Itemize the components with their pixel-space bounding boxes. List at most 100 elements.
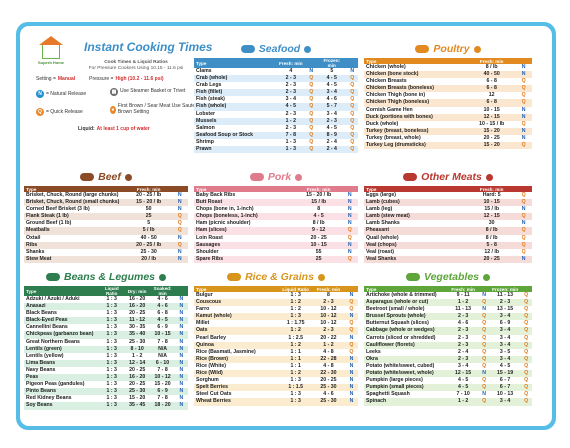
cook-value: 1 : 3: [290, 292, 301, 298]
item-name: Fish (whole): [196, 103, 227, 110]
table-row: Duck (portions with bones) 12 - 15 N: [364, 113, 532, 121]
seafood-table: Type Fresh: min Frozen: min Clams 4 N 5 N Crab (…: [194, 58, 358, 154]
item-name: Salmon: [196, 124, 215, 131]
cook-value: 9 - 12: [312, 227, 326, 234]
cook-value: 1 : 1: [290, 348, 301, 355]
table-row: Chicken Breasts 6 - 8 Q: [364, 78, 532, 85]
cook-value: 1 - 2: [323, 341, 334, 348]
beans-panel: Beans & Legumes Type Liquid Ratio Dry: min S…: [24, 268, 188, 410]
item-name: Chickpeas (garbanzo bean): [26, 331, 94, 338]
table-row: Meatballs 5 / lb Q: [24, 227, 188, 235]
item-name: Carrots (sliced or shredded): [366, 334, 436, 341]
cook-value: 8 - 10: [130, 345, 144, 352]
natural-release-marker: N: [179, 366, 184, 373]
item-name: Butt Roast: [196, 199, 223, 206]
table-row: Eggs (large) Hard: 5 Q: [364, 192, 532, 199]
pork-panel: Pork Type Fresh: min Baby Back Ribs 15 - 20 …: [194, 168, 358, 263]
item-name: Seafood Soup or Stock: [196, 131, 254, 138]
table-row: Cannellini Beans 1 : 3 30 - 35 6 - 9 N: [24, 324, 188, 331]
natural-release-marker: N: [521, 106, 526, 113]
othermeats-title: Other Meats: [364, 168, 532, 186]
column-header: Type: [366, 286, 377, 292]
cook-value: 4 - 5: [457, 384, 469, 391]
table-row: Duck (whole) 10 - 15 / lb Q: [364, 121, 532, 128]
cook-value: 2 - 4: [326, 138, 337, 145]
cook-value: 4 - 5: [326, 124, 337, 131]
pan-icon: [124, 173, 132, 181]
item-name: Turkey (breast, whole): [366, 134, 421, 141]
item-name: Potato (white/sweet, whole): [366, 370, 434, 377]
cook-value: 2 - 3: [499, 299, 511, 306]
table-row: Sorghum 1 : 3 20 - 25 N: [194, 377, 358, 384]
table-row: Couscous 1 : 2 2 - 3 Q: [194, 299, 358, 307]
item-name: Chicken Thigh (bone in): [366, 92, 426, 99]
cook-value: 6 - 8: [157, 310, 168, 317]
cook-value: 4: [289, 68, 293, 74]
cook-value: 7 - 8: [157, 338, 168, 345]
item-name: Spare Ribs: [196, 255, 224, 262]
quick-release-marker: Q: [524, 377, 529, 384]
quick-release-marker: Q: [482, 348, 487, 355]
cook-value: 1 : 3: [106, 303, 117, 310]
item-name: Couscous: [196, 299, 222, 306]
table-row: Loin Roast 20 - 25 Q: [194, 235, 358, 242]
seafood-panel: Seafood Type Fresh: min Frozen: min Clams 4 N 5…: [194, 40, 358, 154]
vegetable-icon: [405, 273, 420, 281]
column-header: Dry: min: [127, 288, 147, 294]
cook-value: 25 - 30: [140, 248, 157, 255]
item-name: Ham (picnic shoulder): [196, 220, 251, 227]
liquid-label: Liquid:: [78, 126, 95, 132]
item-name: Chicken (bone stock): [366, 71, 419, 78]
natural-release-marker: N: [179, 395, 184, 402]
cook-value: 1 : 3: [106, 359, 117, 366]
item-name: Pumpkin (small pieces): [366, 384, 424, 391]
natural-release-legend: N = Natural Release: [36, 90, 86, 98]
natural-release-marker: N: [349, 313, 354, 320]
cook-value: 8 / lb: [485, 234, 498, 241]
natural-release-marker: N: [179, 345, 184, 352]
brand-logo: Superb Home: [36, 36, 66, 65]
quick-release-marker: Q: [177, 227, 182, 234]
column-header: Type: [366, 58, 377, 64]
quick-release-marker: Q: [482, 320, 487, 327]
table-row: Okra 2 - 3 Q 3 - 4 Q: [364, 355, 532, 363]
column-header: Type: [196, 60, 207, 66]
cook-value: 6 - 9: [499, 320, 511, 327]
quick-release-marker: Q: [347, 234, 352, 241]
item-name: Chicken Breasts: [366, 78, 407, 85]
pan-icon: [317, 273, 325, 281]
natural-release-marker: N: [349, 384, 354, 391]
quick-release-marker: Q: [524, 320, 529, 327]
table-row: Rice (Brown) 1 : 1 22 - 28 N: [194, 355, 358, 363]
quick-release-marker: Q: [309, 124, 314, 131]
cook-value: 6 - 7: [499, 384, 511, 391]
quick-release-marker: Q: [521, 92, 526, 99]
column-header: Fresh: min: [451, 286, 475, 292]
item-name: Ground Beef (1 lb): [26, 220, 72, 227]
othermeats-title-text: Other Meats: [421, 171, 482, 183]
item-name: Corned Beef Brisket (3 lb): [26, 206, 90, 213]
cook-value: 6 - 9: [157, 324, 168, 331]
table-row: Navy Beans 1 : 3 20 - 25 7 - 8 N: [24, 367, 188, 374]
item-name: Brisket, Chuck, Round (small chunks): [26, 199, 120, 206]
cook-value: 2 - 3: [457, 313, 469, 320]
item-name: Beetroot (small / whole): [366, 306, 425, 313]
cook-value: 2 - 3: [326, 117, 337, 124]
cook-value: 5 / lb: [142, 227, 155, 234]
footer-copyright: Copyright © Superb Home · All Rights Res…: [243, 419, 329, 424]
table-row: Rice (Wild) 1 : 2 22 - 30 N: [194, 370, 358, 378]
item-name: Cauliflower (florets): [366, 341, 415, 348]
natural-release-marker: N: [177, 192, 182, 198]
steamer-label: Use Steamer Basket or Trivet: [120, 88, 186, 95]
seafood-title-text: Seafood: [258, 43, 301, 55]
cook-value: 10 - 13: [497, 391, 514, 398]
column-header: Liquid Ratio: [104, 286, 119, 296]
natural-release-marker: N: [179, 296, 184, 302]
grain-icon: [227, 273, 242, 281]
natural-release-marker: N: [349, 377, 354, 384]
brand-name: Superb Home: [37, 60, 64, 65]
cook-value: 20 / lb: [141, 255, 156, 262]
natural-release-marker: N: [177, 234, 182, 241]
brown-legend: ● First Brown / Sear Meat Use Saute / Br…: [110, 103, 200, 115]
item-name: Pinto Beans: [26, 388, 56, 395]
